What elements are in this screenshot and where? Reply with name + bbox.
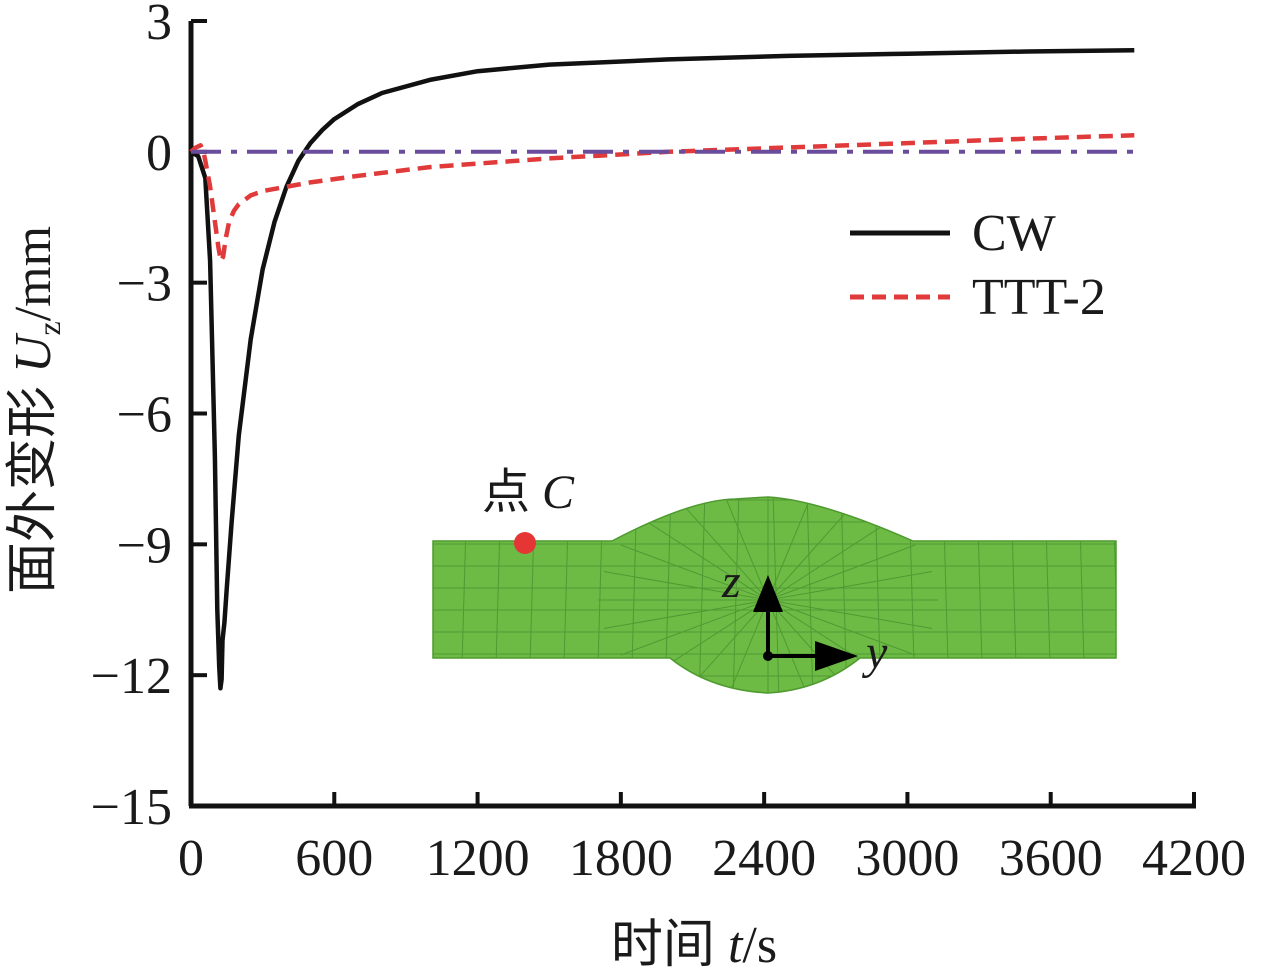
x-tick-label: 1200 — [426, 830, 530, 887]
legend: CW TTT-2 — [850, 205, 1106, 326]
x-tick-label: 2400 — [712, 830, 816, 887]
y-tick-label: −3 — [117, 256, 172, 313]
mesh-line-radial — [620, 544, 769, 601]
x-axis-title: 时间 t/s — [611, 917, 777, 974]
x-tick-label: 1800 — [569, 830, 673, 887]
y-axis-label-inset: y — [861, 626, 888, 679]
y-tick-label: 3 — [146, 0, 172, 51]
y-axis-title: 面外变形 Uz/mm — [5, 226, 67, 594]
mesh-line-radial — [767, 599, 933, 629]
legend-label-ttt2: TTT-2 — [972, 269, 1106, 326]
x-tick-label: 3600 — [999, 830, 1103, 887]
mesh-line-radial — [767, 571, 933, 601]
y-tick-label: −6 — [117, 387, 172, 444]
mesh-line-radial — [603, 571, 769, 601]
mesh-line-radial — [767, 599, 916, 656]
x-tick-label: 4200 — [1142, 830, 1246, 887]
mesh-line-radial — [723, 497, 769, 601]
y-tick-label: 0 — [146, 125, 172, 182]
mesh-line-v — [806, 497, 814, 693]
series-line-cw — [189, 47, 1135, 691]
ticks: 0 600 1200 1800 2400 3000 3600 4200 3 0 −3 −6 −9 −12 −… — [91, 0, 1246, 887]
origin-dot — [763, 651, 773, 661]
mesh-line-radial — [620, 599, 769, 656]
mesh-line-v — [698, 497, 706, 693]
y-tick-label: −12 — [91, 648, 172, 705]
mesh-line-radial — [767, 521, 889, 601]
x-tick-label: 0 — [178, 830, 204, 887]
z-axis-label: z — [721, 555, 741, 608]
y-tick-label: −9 — [117, 517, 172, 574]
y-axis-arrowhead — [815, 641, 858, 671]
x-tick-label: 3000 — [855, 830, 959, 887]
mesh-line-radial — [767, 544, 916, 601]
legend-label-cw: CW — [972, 205, 1056, 262]
x-tick-label: 600 — [295, 830, 373, 887]
mesh-line-radial — [767, 504, 854, 601]
z-axis-arrowhead — [753, 575, 783, 612]
mesh-line-v — [433, 497, 434, 693]
point-c-marker — [514, 532, 536, 554]
weld-inset: 点 C z y — [432, 466, 1117, 694]
mesh-line-v — [732, 497, 740, 693]
mesh-line-radial — [603, 599, 769, 629]
point-c-label: 点 C — [482, 466, 575, 519]
series — [189, 47, 1135, 691]
mesh-line-radial — [767, 497, 813, 601]
mesh-line-radial — [647, 521, 769, 601]
mesh-line-v — [840, 497, 848, 693]
y-tick-label: −15 — [91, 779, 172, 836]
mesh-line-radial — [682, 504, 769, 601]
